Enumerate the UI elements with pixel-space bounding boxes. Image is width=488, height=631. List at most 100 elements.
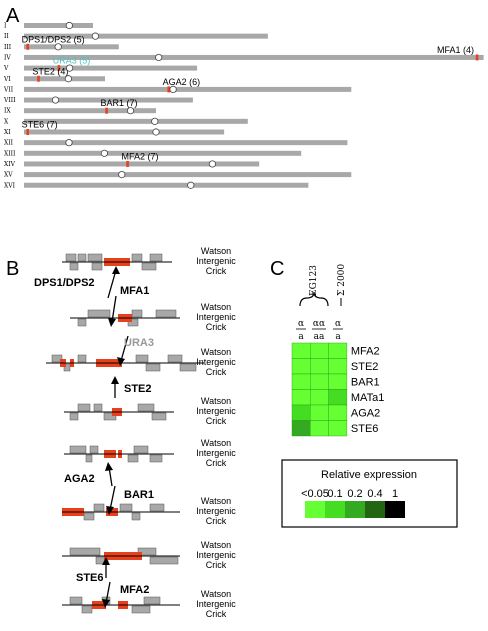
strand-label-crick: Crick — [206, 266, 227, 276]
chromosome-label: I — [4, 23, 7, 30]
gene-label-ste6: STE6 — [76, 572, 104, 584]
col-1-bottom: a — [298, 332, 304, 342]
neighborhood-track — [62, 596, 180, 614]
gene-marker — [167, 86, 170, 93]
centromere — [65, 21, 73, 30]
heatmap-cell — [291, 420, 311, 437]
watson-gene — [119, 503, 133, 512]
watson-gene — [93, 503, 105, 512]
arrow-head — [112, 266, 120, 274]
gene-label-bar1: BAR1 — [124, 489, 154, 501]
crick-gene — [95, 556, 109, 565]
watson-gene — [137, 547, 157, 556]
col-1-top: α — [298, 319, 304, 329]
strand-label-watson: Watson — [201, 589, 231, 599]
watson-gene — [87, 253, 103, 262]
heatmap-row-label: MATa1 — [351, 392, 384, 404]
strand-labels: WatsonIntergenicCrickWatsonIntergenicCri… — [196, 246, 236, 619]
crick-gene — [69, 412, 79, 421]
legend-swatch — [325, 501, 345, 518]
neighborhood-track — [62, 253, 172, 271]
crick-gene — [69, 262, 79, 271]
neighborhood-track — [64, 403, 174, 421]
centromere — [151, 117, 159, 125]
column-headers: α a αα aa α a — [296, 319, 343, 342]
centromere — [208, 160, 216, 168]
gene-map-label: STE6 (7) — [22, 120, 58, 130]
centromere — [155, 53, 163, 62]
heatmap-cell — [310, 342, 329, 359]
crick-gene — [131, 605, 151, 614]
heatmap-row-label: STE6 — [351, 423, 379, 435]
heatmap-cell — [310, 358, 329, 375]
chromosome-label: III — [4, 44, 12, 51]
heatmap-cell — [310, 420, 329, 437]
watson-gene — [137, 403, 155, 412]
strand-label-crick: Crick — [206, 560, 227, 570]
legend-swatch — [345, 501, 365, 518]
chromosome-label: XV — [4, 172, 13, 179]
arrow-head — [111, 376, 119, 384]
arrow-head — [106, 506, 114, 515]
legend-tick: 0.1 — [327, 488, 342, 500]
chromosome-label: XIV — [4, 161, 16, 168]
gene-marker — [475, 54, 479, 61]
gene-map-label: AGA2 (6) — [163, 77, 201, 87]
panel-c-label: C — [270, 258, 284, 280]
panel-a-label: A — [6, 5, 20, 27]
watson-gene — [77, 253, 87, 262]
strain-label-sigma2000: Σ 2000 — [337, 264, 347, 296]
centromere — [126, 107, 135, 115]
chromosome-bar — [24, 140, 348, 146]
strand-label-intergenic: Intergenic — [196, 506, 236, 516]
centromere — [91, 32, 100, 40]
heatmap-row-label: AGA2 — [351, 408, 380, 420]
arrow-head — [117, 357, 125, 366]
heatmap-cell — [328, 420, 348, 437]
crick-gene — [77, 318, 87, 327]
strand-label-crick: Crick — [206, 367, 227, 377]
gene-label-dps1-dps2: DPS1/DPS2 — [34, 277, 95, 289]
gene-map-label: URA3 (5) — [53, 56, 91, 66]
strand-label-intergenic: Intergenic — [196, 599, 236, 609]
arrow-head — [108, 318, 116, 327]
heatmap-cell — [291, 358, 311, 375]
gene-marker — [57, 65, 61, 72]
col-3-bottom: a — [335, 332, 341, 342]
chromosome-label: IV — [4, 54, 11, 61]
crick-gene — [141, 262, 157, 271]
col-3-top: α — [335, 319, 341, 329]
chromosome-label: X — [4, 118, 9, 125]
heatmap-cell — [310, 404, 329, 421]
crick-gene — [81, 605, 93, 614]
centromere — [54, 43, 62, 51]
gene-label-mfa2: MFA2 — [120, 584, 149, 596]
neighborhood-track — [62, 503, 180, 521]
chromosome-label: II — [4, 33, 9, 40]
chromosome-bar — [24, 129, 225, 135]
heatmap-cell — [291, 389, 311, 406]
strand-label-intergenic: Intergenic — [196, 357, 236, 367]
crick-gene — [103, 412, 117, 421]
watson-gene — [51, 354, 63, 363]
gene-marker — [26, 43, 29, 50]
centromere — [169, 85, 177, 94]
watson-gene — [69, 596, 83, 605]
strand-label-watson: Watson — [201, 540, 231, 550]
strand-label-intergenic: Intergenic — [196, 256, 236, 266]
centromere — [51, 96, 60, 104]
chromosome-bar — [24, 161, 260, 167]
heatmap-row-label: STE2 — [351, 361, 379, 373]
chromosome-bar — [24, 76, 105, 82]
strand-label-watson: Watson — [201, 396, 231, 406]
chromosome-bar — [24, 54, 484, 60]
gene-label-ura3: URA3 — [124, 337, 154, 349]
watson-gene — [167, 354, 183, 363]
watson-gene — [93, 403, 103, 412]
arrow-line — [109, 485, 116, 511]
heatmap-cell — [328, 404, 348, 421]
pair-arrows — [102, 266, 129, 608]
legend-tick: 0.4 — [367, 488, 382, 500]
chromosome-label: V — [3, 65, 9, 72]
heatmap-cell — [291, 373, 311, 390]
